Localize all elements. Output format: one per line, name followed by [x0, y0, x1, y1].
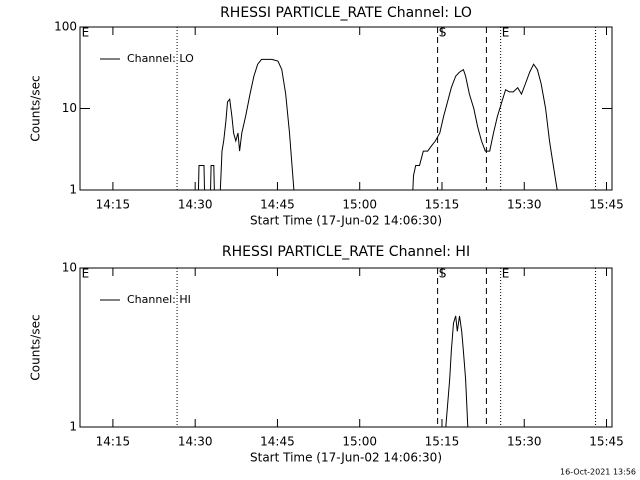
- x-tick-label: 15:00: [342, 198, 377, 212]
- x-tick-label: 15:15: [425, 435, 460, 449]
- y-axis-label: Counts/sec: [29, 75, 43, 141]
- annotation: S: [439, 267, 447, 281]
- x-tick-label: 14:45: [260, 198, 295, 212]
- y-tick-label: 10: [62, 101, 77, 115]
- y-tick-label: 1: [69, 420, 77, 434]
- x-tick-label: 15:30: [507, 435, 542, 449]
- x-tick-label: 14:15: [96, 198, 131, 212]
- series-line: [197, 58, 558, 190]
- chart-title: RHESSI PARTICLE_RATE Channel: HI: [222, 244, 470, 260]
- annotation: E: [82, 26, 90, 40]
- annotation: E: [502, 26, 510, 40]
- series-line: [445, 315, 469, 427]
- x-axis-label: Start Time (17-Jun-02 14:06:30): [250, 214, 442, 228]
- y-tick-label: 100: [54, 20, 77, 34]
- y-tick-label: 10: [62, 261, 77, 275]
- annotation: E: [502, 267, 510, 281]
- legend-label: Channel: HI: [127, 293, 191, 306]
- x-tick-label: 14:15: [96, 435, 131, 449]
- x-tick-label: 14:30: [178, 435, 213, 449]
- legend-label: Channel: LO: [127, 52, 194, 65]
- timestamp: 16-Oct-2021 13:56: [560, 468, 636, 477]
- plot-frame: [79, 267, 613, 428]
- x-tick-label: 15:00: [342, 435, 377, 449]
- x-axis-label: Start Time (17-Jun-02 14:06:30): [250, 451, 442, 465]
- x-tick-label: 14:30: [178, 198, 213, 212]
- annotation: E: [82, 267, 90, 281]
- chart-title: RHESSI PARTICLE_RATE Channel: LO: [220, 5, 472, 21]
- x-tick-label: 15:15: [425, 198, 460, 212]
- x-tick-label: 15:30: [507, 198, 542, 212]
- x-tick-label: 15:45: [589, 435, 624, 449]
- y-axis-label: Counts/sec: [29, 314, 43, 380]
- x-tick-label: 14:45: [260, 435, 295, 449]
- y-tick-label: 1: [69, 183, 77, 197]
- x-tick-label: 15:45: [589, 198, 624, 212]
- annotation: S: [439, 26, 447, 40]
